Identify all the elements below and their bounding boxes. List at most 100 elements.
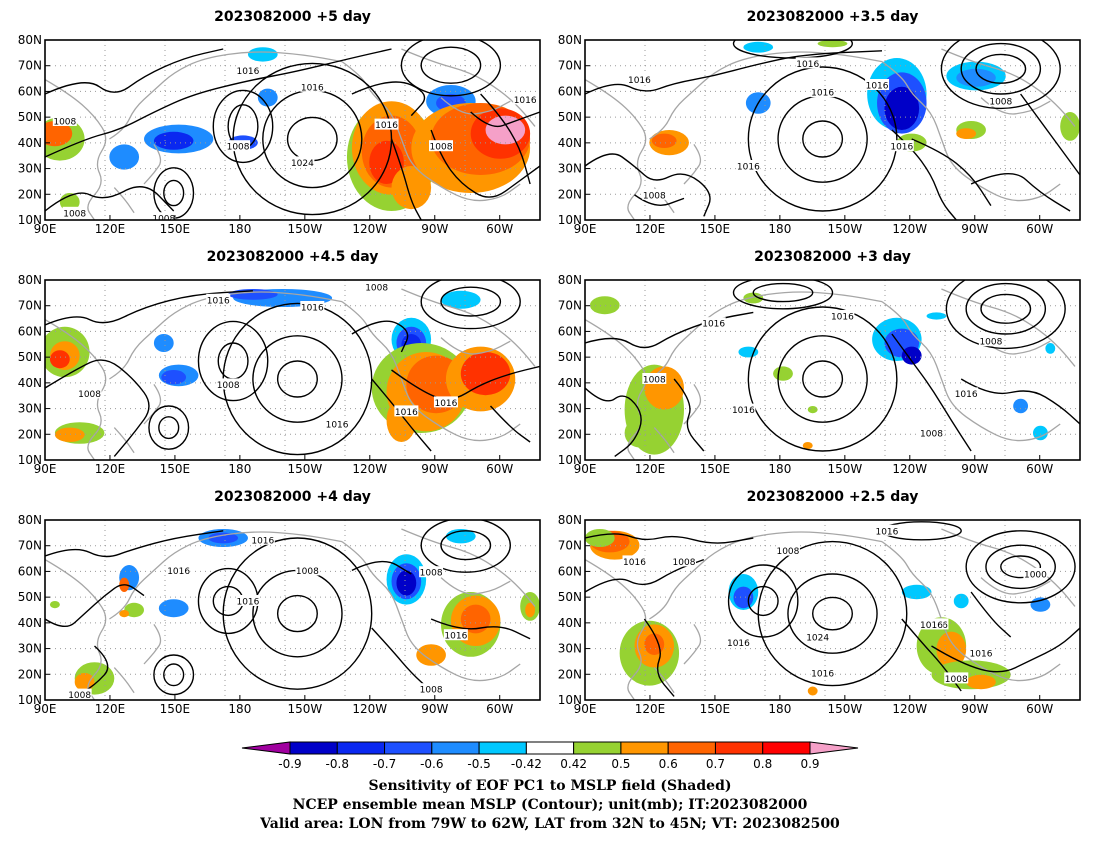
lon-tick-label: 150E bbox=[160, 222, 191, 236]
coastlines bbox=[45, 288, 536, 460]
lat-tick-label: 80N bbox=[18, 513, 42, 527]
lat-tick-label: 20N bbox=[558, 667, 582, 681]
lat-tick-label: 10N bbox=[18, 453, 42, 467]
lat-tick-label: 70N bbox=[18, 299, 42, 313]
lon-tick-label: 150E bbox=[160, 462, 191, 476]
lon-tick-label: 180 bbox=[228, 462, 251, 476]
map-area: 1016 1016 1008 1008 1024 1016 1008 1016 1008 1008 bbox=[45, 40, 540, 225]
map-area: 1016 1016 1008 1016 1008 1016 1008 bbox=[585, 280, 1080, 460]
contour-labels: 1016 1016 1008 1008 1008 1016 1016 1016 bbox=[77, 281, 458, 431]
lon-tick-label: 90E bbox=[34, 702, 57, 716]
lon-tick-label: 120E bbox=[95, 702, 126, 716]
map-area: 1016 1016 1008 1008 1008 1016 1016 1016 bbox=[45, 280, 540, 460]
contour-label: 1016 bbox=[514, 96, 537, 106]
lon-tick-label: 90W bbox=[421, 222, 448, 236]
contour-label: 1016 bbox=[236, 67, 259, 77]
colorbar-segment bbox=[762, 741, 811, 755]
mslp-contours bbox=[585, 521, 1080, 697]
contour-label: 1016 bbox=[920, 621, 943, 631]
contour-label: 1008 bbox=[227, 143, 250, 153]
lon-tick-label: 120E bbox=[635, 222, 666, 236]
sensitivity-shading bbox=[585, 529, 1051, 696]
colorbar-tick-label: 0.9 bbox=[800, 757, 819, 771]
contour-label: 1016 bbox=[207, 296, 230, 306]
lat-tick-label: 40N bbox=[18, 376, 42, 390]
contour-label: 1016 bbox=[955, 390, 978, 400]
colorbar-tick-label: -0.8 bbox=[326, 757, 349, 771]
gridlines bbox=[45, 280, 540, 460]
panel-title: 2023082000 +2.5 day bbox=[747, 489, 919, 505]
colorbar-segment bbox=[714, 741, 764, 755]
lat-tick-label: 60N bbox=[18, 84, 42, 98]
lat-tick-label: 40N bbox=[18, 616, 42, 630]
lon-tick-label: 120E bbox=[95, 222, 126, 236]
lat-tick-label: 30N bbox=[18, 402, 42, 416]
lon-tick-label: 150W bbox=[287, 222, 322, 236]
lon-tick-label: 120E bbox=[635, 702, 666, 716]
lon-tick-label: 180 bbox=[228, 222, 251, 236]
lat-tick-label: 40N bbox=[558, 616, 582, 630]
lon-tick-label: 150E bbox=[700, 702, 731, 716]
colorbar-tick-label: 0.5 bbox=[611, 757, 630, 771]
lat-tick-label: 30N bbox=[18, 642, 42, 656]
caption-line-3: Valid area: LON from 79W to 62W, LAT fro… bbox=[260, 816, 840, 832]
lon-tick-label: 90W bbox=[961, 222, 988, 236]
contour-label: 1016 bbox=[890, 143, 913, 153]
gridlines bbox=[585, 40, 1080, 220]
contour-label: 1016 bbox=[702, 320, 725, 330]
lat-tick-label: 70N bbox=[558, 299, 582, 313]
lat-tick-label: 30N bbox=[18, 162, 42, 176]
contour-label: 1008 bbox=[296, 567, 319, 577]
panel-title: 2023082000 +3 day bbox=[754, 249, 911, 265]
lat-tick-label: 50N bbox=[558, 350, 582, 364]
colorbar-tick-label: 0.8 bbox=[753, 757, 772, 771]
map-area: 1016 1016 1016 1016 1008 1016 1016 1008 bbox=[585, 40, 1080, 220]
lon-tick-label: 60W bbox=[486, 462, 513, 476]
contour-label: 1008 bbox=[989, 98, 1012, 108]
map-frame bbox=[44, 39, 541, 221]
lon-tick-label: 180 bbox=[768, 702, 791, 716]
map-panel: 2023082000 +5 day10161016100810081024101… bbox=[18, 9, 541, 236]
contour-label: 1008 bbox=[53, 118, 76, 128]
lat-tick-label: 70N bbox=[558, 59, 582, 73]
contour-labels: 1016 1016 1008 1016 1008 1016 1008 1008 bbox=[67, 533, 468, 701]
colorbar-segment bbox=[573, 741, 622, 755]
lon-tick-label: 180 bbox=[228, 702, 251, 716]
lat-tick-label: 60N bbox=[558, 324, 582, 338]
contour-label: 1016 bbox=[326, 421, 349, 431]
lon-tick-label: 120W bbox=[352, 222, 387, 236]
lat-tick-label: 70N bbox=[18, 59, 42, 73]
contour-label: 1008 bbox=[152, 215, 175, 225]
colorbar-tick-label: -0.42 bbox=[511, 757, 542, 771]
lat-tick-label: 80N bbox=[558, 33, 582, 47]
lon-tick-label: 150E bbox=[700, 222, 731, 236]
lon-tick-label: 60W bbox=[1026, 222, 1053, 236]
colorbar-tick-label: -0.9 bbox=[278, 757, 301, 771]
contour-label: 1016 bbox=[167, 567, 190, 577]
contour-labels: 1016 1016 1008 1008 1024 1016 1008 1016 1008 1008 bbox=[52, 64, 538, 225]
contour-label: 1008 bbox=[643, 376, 666, 386]
lat-tick-label: 20N bbox=[18, 427, 42, 441]
lon-tick-label: 90E bbox=[34, 462, 57, 476]
lon-tick-label: 120E bbox=[95, 462, 126, 476]
colorbar-segment bbox=[667, 741, 716, 755]
contour-label: 1008 bbox=[420, 686, 443, 696]
lat-tick-label: 50N bbox=[558, 110, 582, 124]
lon-tick-label: 60W bbox=[1026, 462, 1053, 476]
contour-label: 1008 bbox=[68, 691, 91, 701]
contour-label: 1016 bbox=[628, 76, 651, 86]
colorbar-segment bbox=[289, 741, 338, 755]
contour-label: 1016 bbox=[831, 313, 854, 323]
contour-label: 1008 bbox=[78, 390, 101, 400]
contour-label: 1008 bbox=[776, 547, 799, 557]
lon-tick-label: 180 bbox=[768, 462, 791, 476]
lat-tick-label: 70N bbox=[558, 539, 582, 553]
lon-tick-label: 150W bbox=[827, 222, 862, 236]
lat-tick-label: 60N bbox=[18, 324, 42, 338]
lon-tick-label: 150E bbox=[160, 702, 191, 716]
lat-tick-label: 30N bbox=[558, 402, 582, 416]
